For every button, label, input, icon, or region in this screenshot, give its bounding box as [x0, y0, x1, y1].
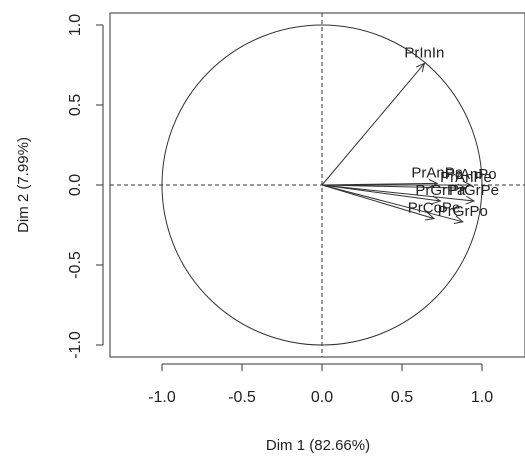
variable-label: PrAnPe — [440, 169, 492, 186]
y-tick-label: 0.5 — [67, 94, 84, 116]
variable-arrowhead — [465, 195, 476, 205]
x-tick-label: 1.0 — [471, 389, 493, 406]
x-tick-label: -1.0 — [148, 389, 176, 406]
variable-arrowhead — [457, 183, 468, 193]
variable-arrowhead — [425, 212, 436, 221]
variable-arrowhead — [428, 179, 439, 188]
variable-arrow — [321, 184, 467, 189]
variable-arrow — [321, 184, 475, 202]
x-axis-title: Dim 1 (82.66%) — [266, 437, 370, 454]
y-tick-label: 1.0 — [67, 14, 84, 36]
y-tick-label: -0.5 — [67, 251, 84, 279]
variable-arrowhead — [431, 195, 442, 205]
variable-arrowhead — [453, 215, 464, 225]
variable-label: PrGrPa — [415, 182, 466, 199]
y-axis: -1.0 -0.5 0.0 0.5 1.0 — [67, 14, 104, 359]
variable-label: PrGrPe — [449, 182, 499, 199]
variable-arrowhead — [415, 62, 426, 73]
y-tick-label: -1.0 — [67, 331, 84, 359]
variable-arrows — [321, 62, 476, 225]
variable-arrow — [321, 184, 463, 223]
variable-labels: PrInIn PrAnPaPrAnPoPrAnPePrGrPaPrGrPePrCo… — [404, 44, 499, 219]
variable-arrow — [321, 63, 425, 186]
y-tick-label: 0.0 — [67, 174, 84, 196]
variable-label: PrGrPo — [438, 203, 488, 220]
variable-label: PrAnPo — [445, 166, 497, 183]
x-tick-label: -0.5 — [228, 389, 256, 406]
variable-arrow — [321, 184, 435, 220]
variable-label: PrCoPe — [408, 200, 461, 217]
x-tick-label: 0.0 — [311, 389, 333, 406]
y-axis-title: Dim 2 (7.99%) — [15, 137, 32, 233]
variable-arrow — [321, 184, 441, 202]
x-tick-label: 0.5 — [391, 389, 413, 406]
variable-label: PrInIn — [404, 44, 444, 61]
variable-label: PrAnPa — [411, 164, 463, 181]
x-axis: -1.0 -0.5 0.0 0.5 1.0 — [148, 363, 493, 406]
